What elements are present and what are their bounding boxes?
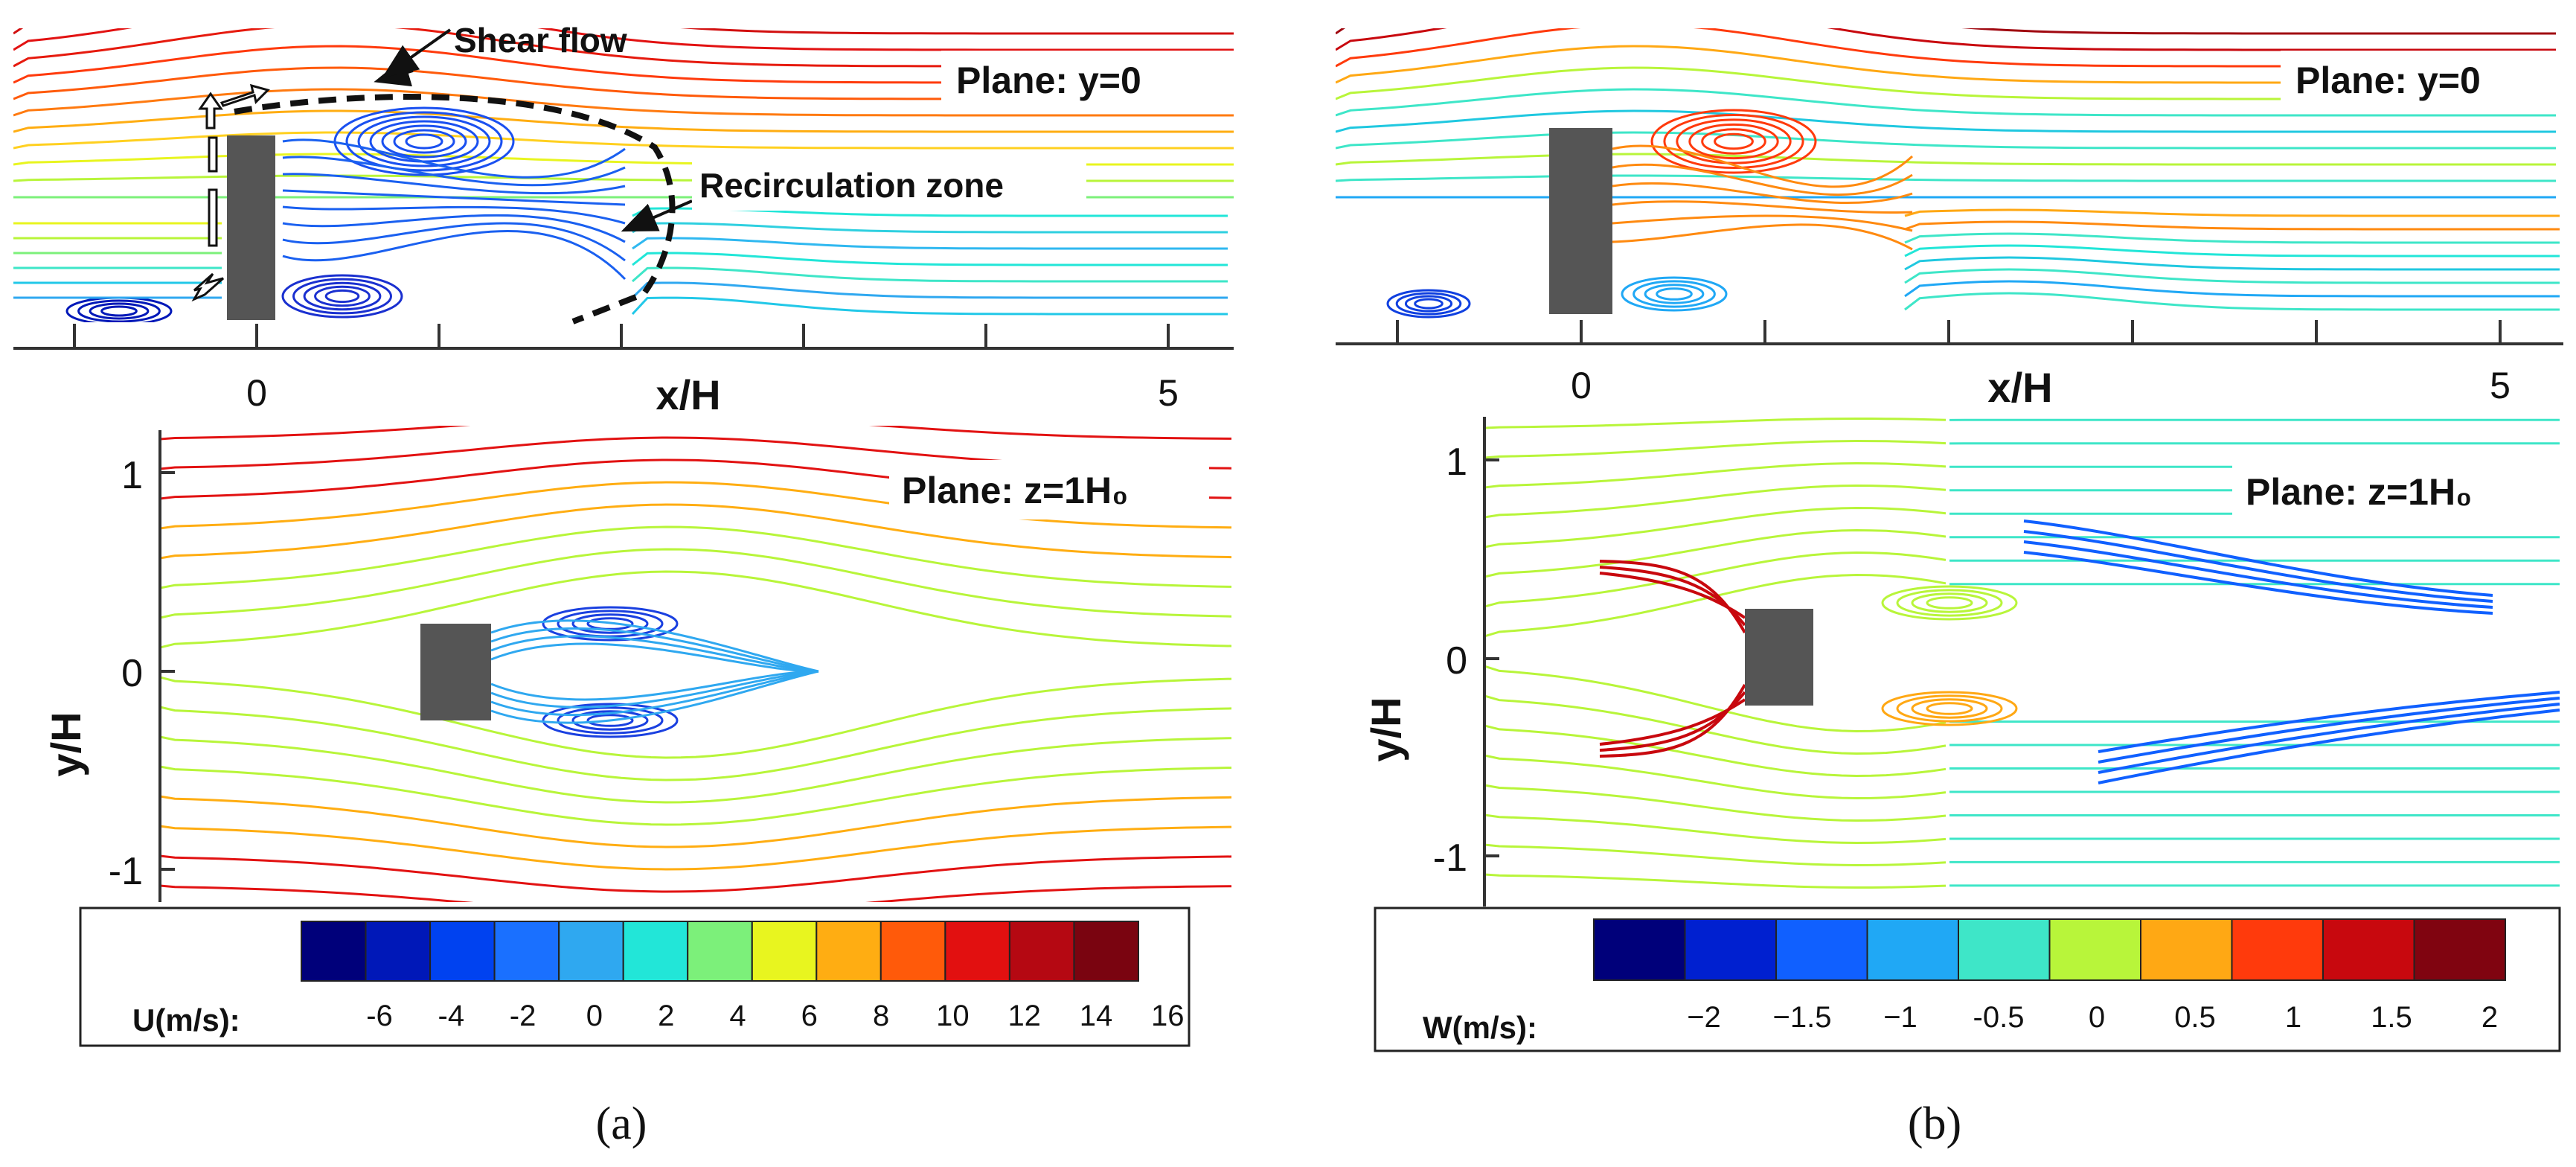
panel-b-top-obstacle [1549,128,1612,314]
colorbar-swatch [301,921,367,982]
colorbar-swatch [880,921,946,982]
plane-y0-label-b: Plane: y=0 [2295,60,2481,101]
colorbar-swatch [1593,918,1686,981]
plane-label-bg-b [2281,51,2567,106]
y-tick-m1-b: -1 [1433,837,1467,880]
panel-b-top-streamlines [1336,28,2560,319]
colorbar-tick-label: -0.5 [1973,1001,2025,1034]
colorbar-tick-label: −1.5 [1773,1001,1832,1034]
y-tick-m1-a: -1 [109,850,143,893]
colorbar-tick-label: -6 [366,1000,393,1032]
colorbar-a: -6 -4 -2 0 2 4 6 8 10 12 14 16 [301,921,1185,1032]
colorbar-tick-label: -2 [510,1000,536,1032]
colorbar-tick-label: 1.5 [2371,1001,2412,1034]
plane-z-label-bg-b [2232,461,2563,521]
colorbar-swatch [622,921,689,982]
panel-a: Shear flow Recirculation zone Plane: y=0… [13,21,1235,1149]
colorbar-swatch [2413,918,2506,981]
x-tick-0-a: 0 [246,372,267,414]
y-axis-label-b: y/H [1362,697,1409,761]
colorbar-title-b: W(m/s): [1423,1010,1537,1045]
y-axis-b [1483,417,1499,907]
surface-flow-arrows [191,83,270,302]
colorbar-swatch [493,921,560,982]
panel-b-bottom-streamlines [1484,418,2560,889]
colorbar-tick-label: 2 [2482,1001,2498,1034]
colorbar-swatch [2140,918,2233,981]
caption-b: (b) [1908,1099,1961,1149]
colorbar-tick-label: −1 [1883,1001,1917,1034]
x-axis-b [1336,320,2563,345]
y-axis-a [158,430,175,902]
colorbar-tick-label: 16 [1151,1000,1185,1032]
plane-label-bg [941,51,1235,106]
panel-a-bottom-streamlines [160,426,1232,902]
colorbar-tick-label: 10 [936,1000,970,1032]
x-axis-a [13,324,1234,350]
colorbar-tick-label: −2 [1687,1001,1721,1034]
recirculation-zone-label: Recirculation zone [699,166,1004,205]
colorbar-swatch [429,921,496,982]
caption-a: (a) [596,1099,647,1149]
y-tick-0-b: 0 [1446,639,1467,682]
x-axis-label-b: x/H [1987,364,2052,411]
colorbar-tick-label: 12 [1007,1000,1041,1032]
panel-a-top-obstacle [227,135,275,320]
colorbar-tick-label: 2 [658,1000,674,1032]
colorbar-tick-label: 1 [2285,1001,2301,1034]
x-tick-5-a: 5 [1158,372,1179,414]
y-tick-0-a: 0 [121,652,143,695]
colorbar-title-a: U(m/s): [132,1003,240,1037]
colorbar-b: −2 −1.5 −1 -0.5 0 0.5 1 1.5 2 [1593,918,2506,1034]
colorbar-tick-label: -4 [438,1000,465,1032]
plane-z1h0-label-a: Plane: z=1H₀ [902,470,1129,511]
colorbar-tick-label: 0.5 [2174,1001,2216,1034]
colorbar-swatch [751,921,818,982]
y-tick-1-b: 1 [1446,441,1467,484]
colorbar-swatch [1073,921,1139,982]
y-axis-label-a: y/H [42,712,89,776]
colorbar-swatch [1958,918,2051,981]
colorbar-swatch [1866,918,1959,981]
plane-z-label-bg-a [889,460,1209,519]
colorbar-swatch [1775,918,1868,981]
recirculation-boundary [234,94,676,324]
recirc-label-bg [692,160,1086,211]
panel-b: Plane: y=0 0 5 x/H Plane: z=1H₀ 1 0 -1 y… [1336,28,2567,1149]
panel-a-bottom-obstacle [420,624,491,720]
colorbar-tick-label: 8 [873,1000,889,1032]
colorbar-swatch [1008,921,1075,982]
x-tick-0-b: 0 [1571,365,1592,406]
colorbar-swatch [816,921,882,982]
colorbar-swatch [2231,918,2324,981]
colorbar-swatch [944,921,1010,982]
y-tick-1-a: 1 [121,454,143,497]
colorbar-swatch [558,921,624,982]
colorbar-swatch [2048,918,2141,981]
plane-y0-label-a: Plane: y=0 [956,60,1141,101]
x-axis-label-a: x/H [656,371,720,418]
colorbar-tick-label: 0 [2089,1001,2105,1034]
colorbar-tick-label: 0 [586,1000,603,1032]
colorbar-tick-label: 6 [801,1000,818,1032]
colorbar-swatch [687,921,753,982]
panel-b-bottom-obstacle [1745,609,1813,706]
colorbar-tick-label: 14 [1080,1000,1113,1032]
shear-flow-label: Shear flow [454,21,627,60]
plane-z1h0-label-b: Plane: z=1H₀ [2246,471,2473,513]
colorbar-swatch [2322,918,2415,981]
colorbar-swatch [1684,918,1777,981]
colorbar-tick-label: 4 [729,1000,746,1032]
x-tick-5-b: 5 [2490,365,2511,406]
colorbar-swatch [365,921,431,982]
